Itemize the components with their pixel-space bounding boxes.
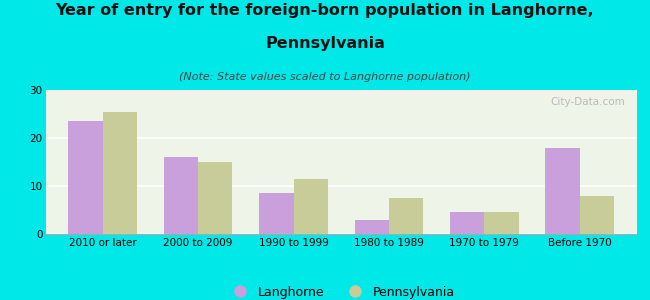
Text: Pennsylvania: Pennsylvania [265,36,385,51]
Bar [450,212,484,234]
Text: Year of entry for the foreign-born population in Langhorne,: Year of entry for the foreign-born popul… [56,3,594,18]
Bar [294,179,328,234]
Bar [355,220,389,234]
Legend: Langhorne, Pennsylvania: Langhorne, Pennsylvania [222,280,460,300]
Bar [545,148,580,234]
Bar [164,157,198,234]
Bar [103,112,137,234]
Bar [389,198,423,234]
Text: (Note: State values scaled to Langhorne population): (Note: State values scaled to Langhorne … [179,72,471,82]
Bar [484,212,519,234]
Text: City-Data.com: City-Data.com [551,97,625,107]
Bar [198,162,233,234]
Bar [259,193,294,234]
Bar [580,196,614,234]
Bar [68,121,103,234]
